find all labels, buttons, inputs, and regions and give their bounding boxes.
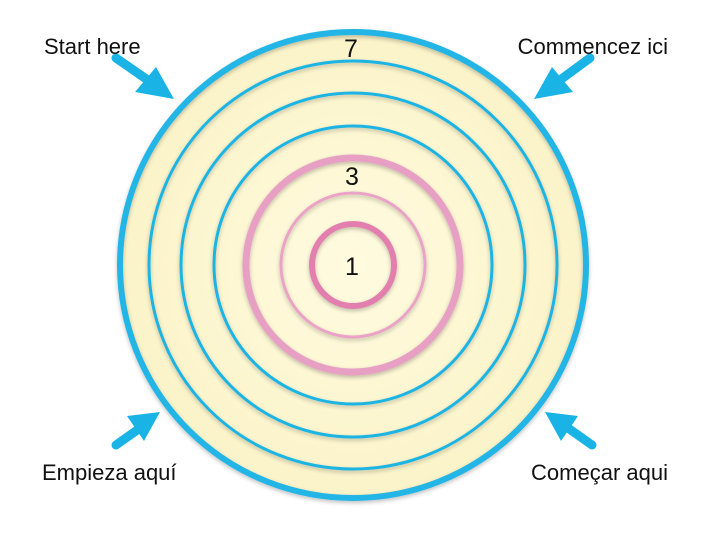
- label-empieza-aqui: Empieza aquí: [42, 460, 177, 485]
- ring-2: [279, 191, 427, 339]
- arrow-bottom-right: [545, 412, 597, 450]
- ring-3: [242, 154, 464, 376]
- ring-number-7: 7: [344, 35, 358, 63]
- background-disc: [120, 32, 586, 498]
- label-commencez-ici: Commencez ici: [517, 34, 668, 59]
- ring-number-3: 3: [345, 163, 359, 191]
- ring-4: [212, 124, 494, 406]
- ring-5: [179, 91, 527, 439]
- ring-1-center: [309, 221, 397, 309]
- ring-7-outer: [117, 29, 589, 501]
- label-start-here: Start here: [44, 34, 141, 59]
- arrow-bottom-left: [111, 412, 160, 450]
- arrow-top-left: [111, 53, 174, 99]
- ring-number-1: 1: [345, 253, 359, 281]
- arrow-top-right: [534, 53, 595, 99]
- ring-6: [147, 59, 559, 471]
- label-comecar-aqui: Começar aqui: [531, 460, 668, 485]
